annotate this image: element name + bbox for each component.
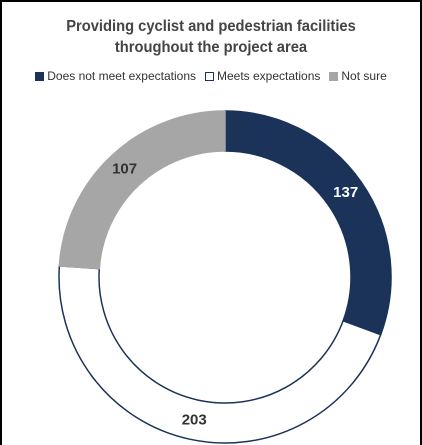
- legend-item: Meets expectations: [205, 69, 320, 83]
- donut-slice: [58, 110, 226, 270]
- legend-label: Does not meet expectations: [47, 69, 196, 83]
- data-label: 107: [112, 161, 137, 178]
- legend-item: Does not meet expectations: [35, 69, 196, 83]
- data-label: 137: [333, 184, 358, 201]
- legend: Does not meet expectations Meets expectat…: [0, 69, 422, 83]
- donut-slice: [58, 265, 382, 444]
- donut-slice: [224, 110, 392, 336]
- legend-swatch: [205, 71, 214, 81]
- legend-label: Not sure: [341, 69, 387, 83]
- title-line: throughout the project area: [114, 39, 308, 56]
- legend-swatch: [35, 71, 45, 81]
- legend-item: Not sure: [329, 69, 387, 83]
- chart-title: Providing cyclist and pedestrian facilit…: [17, 16, 405, 58]
- legend-swatch: [329, 71, 339, 81]
- legend-label: Meets expectations: [217, 69, 321, 83]
- data-label: 203: [182, 412, 207, 429]
- title-line: Providing cyclist and pedestrian facilit…: [66, 18, 356, 35]
